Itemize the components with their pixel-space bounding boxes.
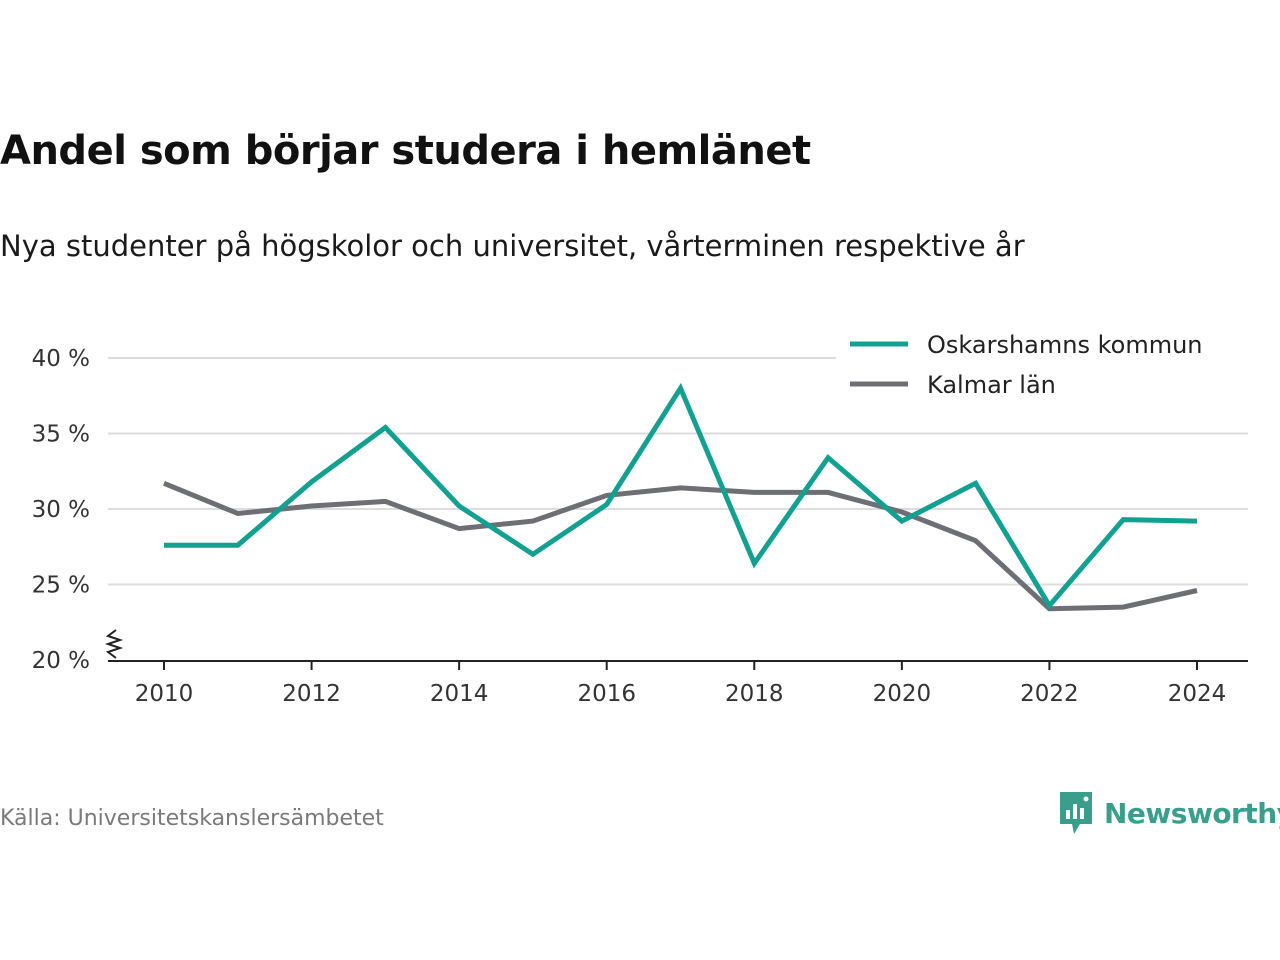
newsworthy-logo-icon	[1060, 792, 1092, 834]
x-tick-label: 2016	[577, 681, 636, 707]
y-tick-label: 35 %	[32, 422, 90, 448]
series-lines	[163, 382, 1198, 612]
chart-title: Andel som börjar studera i hemlänet	[0, 128, 811, 174]
source-note: Källa: Universitetskanslersämbetet	[0, 806, 384, 831]
chart-subtitle: Nya studenter på högskolor och universit…	[0, 229, 1025, 263]
x-tick-label: 2014	[430, 681, 489, 707]
series-line-kalmar	[163, 480, 1198, 612]
x-tick-label: 2024	[1168, 681, 1227, 707]
x-tick-label: 2018	[725, 681, 784, 707]
x-tick-label: 2012	[282, 681, 341, 707]
legend-background	[836, 324, 1248, 410]
y-tick-label: 30 %	[32, 497, 90, 523]
y-tick-label: 40 %	[32, 346, 90, 372]
brand-logo[interactable]: Newsworthy	[1058, 790, 1280, 836]
legend-label: Oskarshamns kommun	[927, 331, 1203, 359]
line-chart: 20 % 25 % 30 % 35 % 40 % 2010 2012 2014 2016 2018…	[32, 324, 1248, 707]
axis-break-icon	[104, 629, 124, 659]
y-tick-label: 25 %	[32, 573, 90, 599]
series-line-oskarshamn	[164, 382, 1198, 610]
legend-label: Kalmar län	[927, 371, 1056, 399]
axes: 20 % 25 % 30 % 35 % 40 % 2010 2012 2014 2016 2018…	[32, 346, 1248, 707]
x-tick-label: 2020	[873, 681, 932, 707]
y-tick-label: 20 %	[32, 648, 90, 674]
x-tick-label: 2022	[1020, 681, 1079, 707]
legend: Oskarshamns kommun Kalmar län	[836, 324, 1248, 410]
x-tick-label: 2010	[135, 681, 194, 707]
brand-name: Newsworthy	[1104, 796, 1280, 830]
